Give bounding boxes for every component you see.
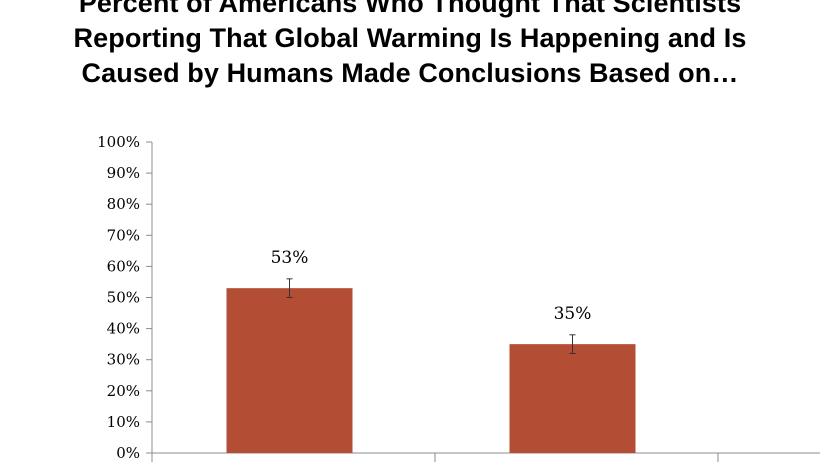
y-tick-label: 20%	[107, 382, 140, 400]
chart-title-line-1: Percent of Americans Who Thought That Sc…	[78, 0, 742, 18]
y-tick-label: 80%	[107, 195, 140, 213]
bar	[226, 288, 353, 453]
data-label: 35%	[554, 304, 592, 324]
data-label: 53%	[271, 248, 309, 268]
chart-title: Percent of Americans Who Thought That Sc…	[0, 0, 820, 91]
y-tick-label: 50%	[107, 289, 140, 307]
bar	[509, 344, 636, 453]
y-tick-label: 0%	[116, 444, 140, 462]
y-tick-label: 100%	[97, 133, 140, 151]
y-tick-label: 30%	[107, 351, 140, 369]
y-tick-label: 70%	[107, 226, 140, 244]
chart-title-line-2: Reporting That Global Warming Is Happeni…	[73, 23, 747, 53]
y-tick-label: 10%	[107, 413, 140, 431]
y-tick-label: 40%	[107, 320, 140, 338]
chart-title-line-3: Caused by Humans Made Conclusions Based …	[81, 58, 739, 88]
y-tick-label: 60%	[107, 257, 140, 275]
y-tick-label: 90%	[107, 164, 140, 182]
